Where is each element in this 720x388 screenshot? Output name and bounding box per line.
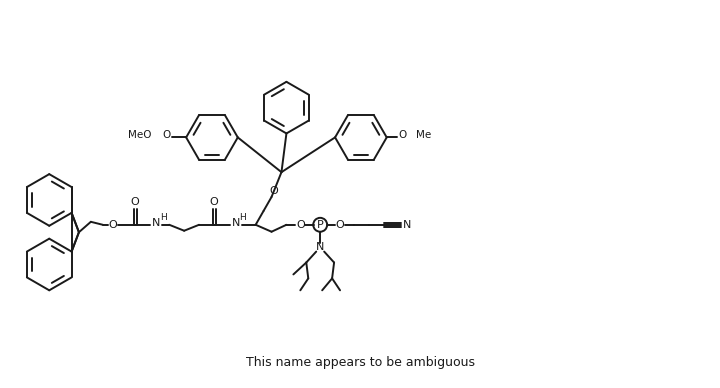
- Text: O: O: [398, 130, 407, 140]
- Text: O: O: [108, 220, 117, 230]
- Text: MeO: MeO: [128, 130, 151, 140]
- Text: N: N: [152, 218, 161, 228]
- Text: O: O: [269, 186, 278, 196]
- Text: Me: Me: [416, 130, 432, 140]
- Text: O: O: [210, 197, 218, 207]
- Text: N: N: [316, 242, 325, 252]
- Text: O: O: [130, 197, 139, 207]
- Text: H: H: [160, 213, 167, 222]
- Text: O: O: [336, 220, 344, 230]
- Text: H: H: [239, 213, 246, 222]
- Text: O: O: [162, 130, 171, 140]
- Text: P: P: [317, 220, 323, 230]
- Text: N: N: [232, 218, 240, 228]
- Text: O: O: [296, 220, 305, 230]
- Text: N: N: [402, 220, 410, 230]
- Text: This name appears to be ambiguous: This name appears to be ambiguous: [246, 356, 474, 369]
